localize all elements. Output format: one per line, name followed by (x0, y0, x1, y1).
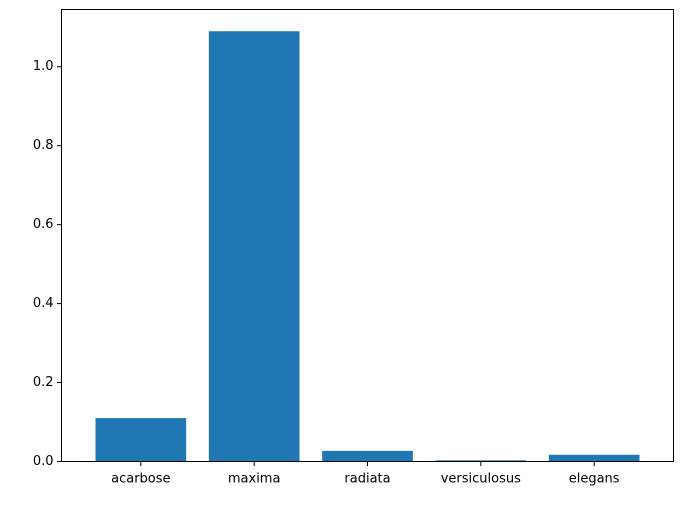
bar-versiculosus (435, 460, 527, 462)
bars-layer (95, 31, 640, 462)
x-tick-label-radiata: radiata (344, 472, 390, 487)
y-axis: 0.0 0.2 0.4 0.6 0.8 1.0 (33, 59, 62, 469)
x-axis: acarbose maxima radiata versiculosus elegans (111, 461, 620, 487)
y-tick-label: 0.4 (33, 296, 54, 311)
y-tick-label: 0.0 (33, 454, 54, 469)
bar-acarbose (95, 418, 187, 462)
y-tick-label: 0.2 (33, 375, 54, 390)
bar-maxima (208, 31, 300, 462)
x-tick-label-acarbose: acarbose (111, 472, 170, 487)
bar-elegans (548, 454, 640, 462)
x-tick-label-versiculosus: versiculosus (441, 472, 521, 487)
y-tick-label: 0.8 (33, 138, 54, 153)
y-tick-label: 1.0 (33, 59, 54, 74)
x-tick-label-elegans: elegans (569, 472, 620, 487)
plot-frame (61, 9, 674, 462)
bar-radiata (322, 450, 413, 462)
x-tick-label-maxima: maxima (228, 472, 281, 487)
y-tick-label: 0.6 (33, 217, 54, 232)
